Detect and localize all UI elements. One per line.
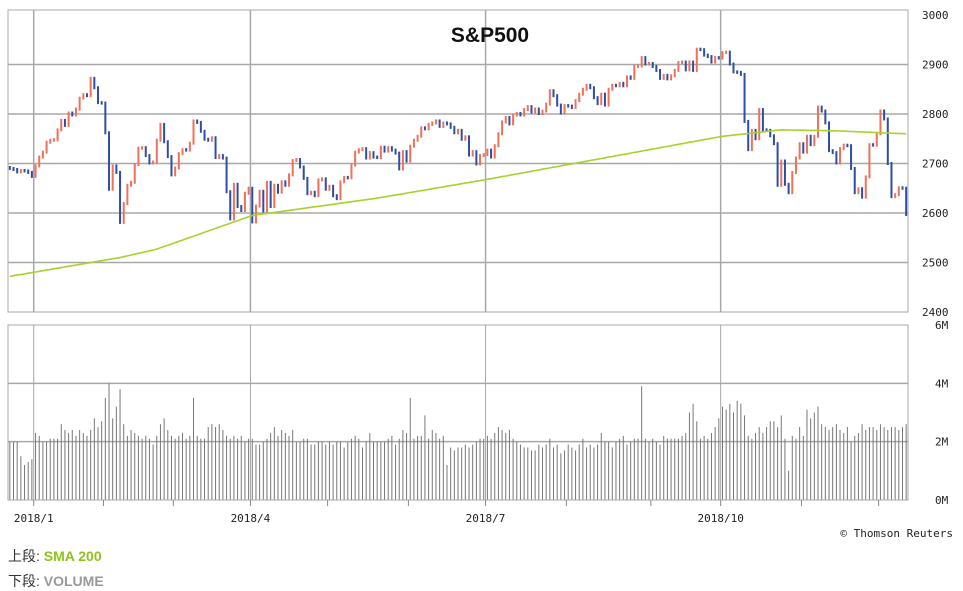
legend-upper: 上段: SMA 200 xyxy=(8,546,102,566)
legend-lower-label: 下段: xyxy=(8,573,40,589)
volume-y-tick-label: 6M xyxy=(935,319,949,332)
x-tick-label: 2018/4 xyxy=(231,512,271,525)
x-tick-label: 2018/10 xyxy=(697,512,743,525)
legend-lower-value: VOLUME xyxy=(43,573,104,589)
price-bars xyxy=(8,47,908,224)
price-y-tick-label: 2600 xyxy=(922,207,949,220)
price-y-tick-label: 3000 xyxy=(922,9,949,22)
x-tick-label: 2018/1 xyxy=(14,512,54,525)
price-y-tick-label: 2400 xyxy=(922,306,949,319)
legend-upper-value: SMA 200 xyxy=(43,548,102,564)
price-y-tick-label: 2700 xyxy=(922,158,949,171)
volume-panel-frame xyxy=(7,324,909,501)
price-grid xyxy=(8,10,908,312)
price-y-tick-label: 2800 xyxy=(922,108,949,121)
volume-y-axis: 6M 4M 2M 0M xyxy=(935,319,949,507)
x-axis: 2018/1 2018/4 2018/7 2018/10 xyxy=(14,500,880,525)
sma200-line xyxy=(9,128,907,278)
chart-title: S&P500 xyxy=(451,24,529,47)
price-y-tick-label: 2900 xyxy=(922,59,949,72)
volume-y-tick-label: 0M xyxy=(935,494,949,507)
volume-grid xyxy=(8,325,908,500)
copyright: © Thomson Reuters xyxy=(840,527,953,540)
price-panel-frame xyxy=(7,9,909,313)
price-y-axis: 3000 2900 2800 2700 2600 2500 2400 xyxy=(922,9,949,319)
x-tick-label: 2018/7 xyxy=(466,512,506,525)
volume-bars xyxy=(9,383,907,500)
volume-y-tick-label: 4M xyxy=(935,377,949,390)
price-y-tick-label: 2500 xyxy=(922,257,949,270)
legend-upper-label: 上段: xyxy=(8,548,40,564)
volume-y-tick-label: 2M xyxy=(935,436,949,449)
legend-lower: 下段: VOLUME xyxy=(8,571,104,591)
